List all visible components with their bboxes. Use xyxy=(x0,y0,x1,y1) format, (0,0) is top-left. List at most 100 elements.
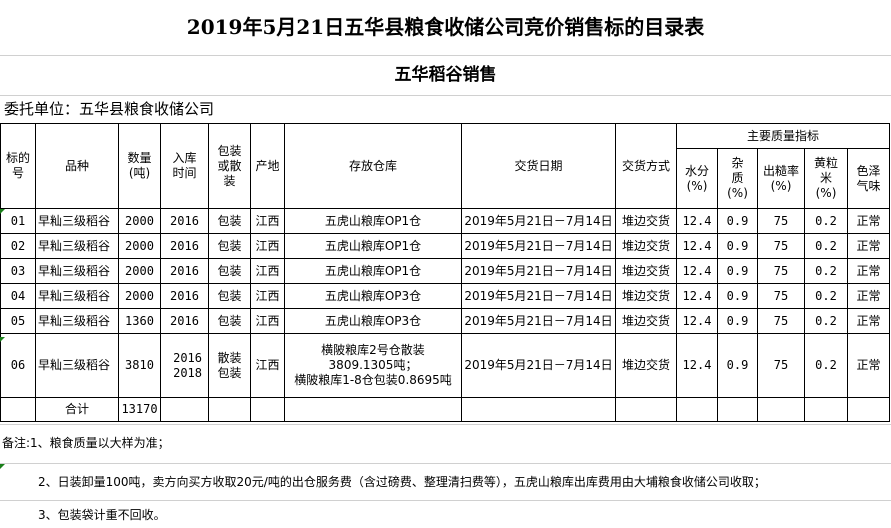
cell-yield: 75 xyxy=(757,283,805,309)
cell-warehouse: 五虎山粮库OP3仓 xyxy=(284,308,462,334)
cell-impurity: 0.9 xyxy=(717,308,758,334)
cell-variety: 早籼三级稻谷 xyxy=(35,233,119,259)
cell-yellow-kernel: 0.2 xyxy=(804,233,848,259)
cell-yield: 75 xyxy=(757,308,805,334)
cell-delivery-method: 堆边交货 xyxy=(615,283,677,309)
page-subtitle: 五华稻谷销售 xyxy=(0,55,891,96)
table-row: 06 早籼三级稻谷 3810 2016 2018 散装 包装 江西 横陂粮库2号仓散… xyxy=(0,333,890,398)
cell-warehouse: 五虎山粮库OP1仓 xyxy=(284,208,462,234)
note-1: 备注:1、粮食质量以大样为准； xyxy=(0,424,891,464)
cell-quantity: 2000 xyxy=(118,233,161,259)
cell-warehouse: 横陂粮库2号仓散装 3809.1305吨； 横陂粮库1-8仓包装0.8695吨 xyxy=(284,333,462,398)
cell-yellow-kernel: 0.2 xyxy=(804,258,848,284)
cell-storage-year: 2016 xyxy=(160,258,209,284)
header-yield: 出糙率(%) xyxy=(757,148,805,209)
cell-yield: 75 xyxy=(757,208,805,234)
warehouse-line-1: 横陂粮库2号仓散装 xyxy=(321,343,425,357)
cell-color-smell: 正常 xyxy=(847,258,890,284)
cell-warehouse: 五虎山粮库OP3仓 xyxy=(284,283,462,309)
total-row: 合计 13170 xyxy=(0,397,890,422)
empty-cell xyxy=(250,397,285,422)
cell-impurity: 0.9 xyxy=(717,283,758,309)
cell-variety: 早籼三级稻谷 xyxy=(35,258,119,284)
table-row: 05 早籼三级稻谷 1360 2016 包装 江西 五虎山粮库OP3仓 2019年5月21日－… xyxy=(0,308,890,334)
empty-cell xyxy=(284,397,462,422)
cell-quantity: 2000 xyxy=(118,283,161,309)
cell-color-smell: 正常 xyxy=(847,233,890,259)
cell-storage-year: 2016 xyxy=(160,283,209,309)
warehouse-line-2: 3809.1305吨； xyxy=(328,358,418,372)
cell-warehouse: 五虎山粮库OP1仓 xyxy=(284,258,462,284)
total-quantity: 13170 xyxy=(118,397,161,422)
empty-cell xyxy=(160,397,209,422)
cell-packing: 包装 xyxy=(208,208,251,234)
header-variety: 品种 xyxy=(35,123,119,209)
cell-delivery-date: 2019年5月21日－7月14日 xyxy=(461,308,616,334)
cell-moisture: 12.4 xyxy=(676,208,718,234)
cell-origin: 江西 xyxy=(250,208,285,234)
cell-color-smell: 正常 xyxy=(847,283,890,309)
note-2: 2、日装卸量100吨，卖方向买方收取20元/吨的出仓服务费（含过磅费、整理清扫费… xyxy=(0,463,891,501)
year-1: 2016 xyxy=(173,350,202,365)
cell-packing: 包装 xyxy=(208,283,251,309)
header-subrow: 水分(%) 杂质(%) 出糙率(%) 黄粒米(%) 色泽气味 xyxy=(1,148,890,209)
cell-yield: 75 xyxy=(757,233,805,259)
empty-cell xyxy=(461,397,616,422)
cell-moisture: 12.4 xyxy=(676,333,718,398)
cell-lot-no: 06 xyxy=(0,333,36,398)
cell-moisture: 12.4 xyxy=(676,233,718,259)
cell-storage-year: 2016 xyxy=(160,308,209,334)
cell-quantity: 2000 xyxy=(118,208,161,234)
empty-cell xyxy=(676,397,718,422)
cell-storage-year: 2016 2018 xyxy=(160,333,209,398)
cell-impurity: 0.9 xyxy=(717,258,758,284)
header-origin: 产地 xyxy=(250,123,285,209)
cell-yield: 75 xyxy=(757,258,805,284)
cell-moisture: 12.4 xyxy=(676,308,718,334)
cell-warehouse: 五虎山粮库OP1仓 xyxy=(284,233,462,259)
header-packing: 包装或散装 xyxy=(208,123,251,209)
header-quantity: 数量(吨) xyxy=(118,123,161,209)
cell-impurity: 0.9 xyxy=(717,208,758,234)
cell-storage-year: 2016 xyxy=(160,233,209,259)
cell-packing: 包装 xyxy=(208,233,251,259)
cell-packing: 散装 包装 xyxy=(208,333,251,398)
cell-delivery-date: 2019年5月21日－7月14日 xyxy=(461,233,616,259)
empty-cell xyxy=(717,397,758,422)
header-row: 标的号 品种 数量(吨) 入库时间 包装或散装 产地 存放仓库 交货日期 交货方… xyxy=(0,123,890,209)
entrusting-unit: 委托单位：五华县粮食收储公司 xyxy=(4,100,215,118)
cell-delivery-date: 2019年5月21日－7月14日 xyxy=(461,283,616,309)
cell-yellow-kernel: 0.2 xyxy=(804,308,848,334)
cell-origin: 江西 xyxy=(250,233,285,259)
cell-impurity: 0.9 xyxy=(717,333,758,398)
cell-yellow-kernel: 0.2 xyxy=(804,208,848,234)
cell-packing: 包装 xyxy=(208,308,251,334)
cell-color-smell: 正常 xyxy=(847,308,890,334)
cell-lot-no: 01 xyxy=(0,208,36,234)
cell-delivery-method: 堆边交货 xyxy=(615,333,677,398)
cell-packing: 包装 xyxy=(208,258,251,284)
cell-quantity: 2000 xyxy=(118,258,161,284)
cell-lot-no: 02 xyxy=(0,233,36,259)
cell-comment-marker xyxy=(0,209,5,214)
cell-yield: 75 xyxy=(757,333,805,398)
cell-delivery-method: 堆边交货 xyxy=(615,233,677,259)
cell-moisture: 12.4 xyxy=(676,283,718,309)
header-warehouse: 存放仓库 xyxy=(284,123,462,209)
packing-2: 包装 xyxy=(217,365,242,380)
header-lot-no: 标的号 xyxy=(0,123,36,209)
cell-color-smell: 正常 xyxy=(847,333,890,398)
empty-cell xyxy=(757,397,805,422)
cell-origin: 江西 xyxy=(250,258,285,284)
cell-lot-no: 04 xyxy=(0,283,36,309)
header-storage-year: 入库时间 xyxy=(160,123,209,209)
cell-comment-marker xyxy=(0,464,5,469)
header-color-smell: 色泽气味 xyxy=(847,148,890,209)
cell-comment-marker xyxy=(0,337,5,342)
cell-origin: 江西 xyxy=(250,333,285,398)
cell-variety: 早籼三级稻谷 xyxy=(35,208,119,234)
cell-quantity: 1360 xyxy=(118,308,161,334)
cell-delivery-date: 2019年5月21日－7月14日 xyxy=(461,333,616,398)
packing-1: 散装 xyxy=(217,350,242,365)
empty-cell xyxy=(847,397,890,422)
